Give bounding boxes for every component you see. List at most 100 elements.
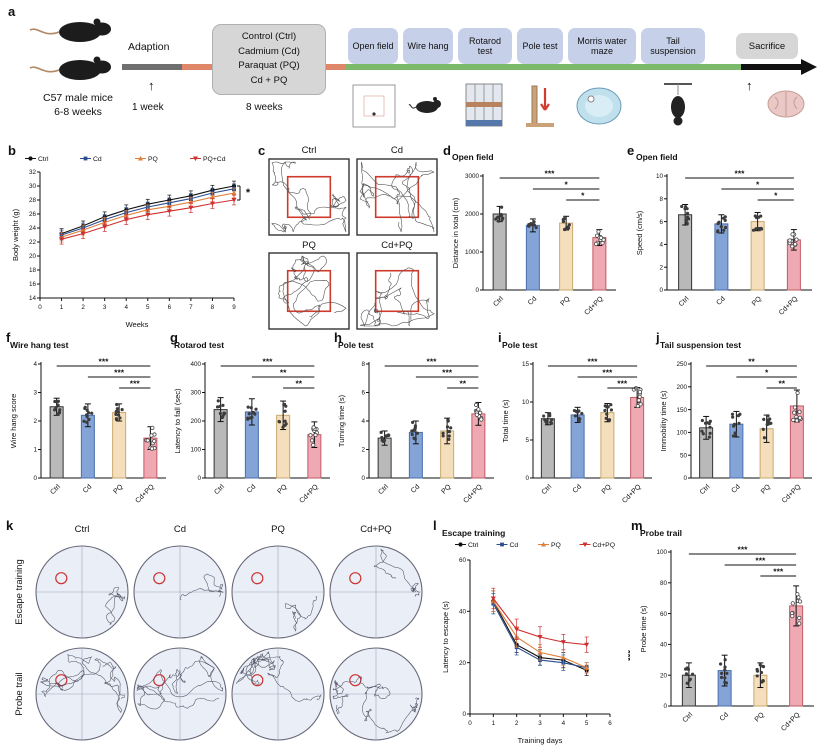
data-point	[575, 410, 579, 414]
svg-text:0: 0	[663, 703, 667, 710]
data-point	[758, 226, 763, 231]
track-path	[359, 267, 435, 328]
sig-label: ***	[617, 379, 628, 389]
svg-text:3: 3	[33, 390, 37, 397]
data-point	[152, 439, 157, 444]
svg-text:60: 60	[459, 557, 467, 564]
data-point	[700, 429, 704, 433]
data-point	[447, 429, 452, 434]
timeline-adaption-segment	[122, 64, 182, 70]
test-box-rotarod: Rotarod test	[458, 28, 512, 64]
svg-text:8: 8	[361, 361, 365, 368]
data-point	[379, 430, 383, 434]
bar	[600, 412, 615, 479]
x-tick-label: Ctrl	[678, 295, 691, 308]
legend-label: Cd	[93, 156, 102, 163]
sacrifice-box: Sacrifice	[736, 33, 798, 59]
data-point	[790, 601, 795, 606]
y-axis-title: Immobility time (s)	[659, 390, 668, 451]
test-box-label: Wire hang	[407, 40, 449, 51]
x-tick-label: Ctrl	[682, 711, 695, 724]
sig-label: *	[564, 180, 568, 190]
sig-label: **	[748, 357, 755, 367]
track-path	[40, 653, 125, 714]
chart-title: Pole test	[338, 340, 374, 350]
x-axis-title: Training days	[518, 736, 563, 745]
svg-text:200: 200	[676, 384, 687, 391]
x-tick-label: Ctrl	[541, 483, 554, 496]
data-point	[755, 674, 759, 678]
data-point	[54, 406, 58, 410]
svg-text:1000: 1000	[465, 249, 480, 256]
x-tick-label: PQ	[559, 295, 571, 307]
data-point	[723, 676, 727, 680]
svg-text:30: 30	[29, 183, 37, 190]
bar	[714, 223, 729, 291]
svg-text:2: 2	[33, 418, 37, 425]
mice-illustration	[29, 18, 111, 80]
openfield-distance-chart: Open field Distance in total (cm) 0 1000 200…	[451, 152, 616, 317]
x-tick-label: Cd+PQ	[780, 711, 802, 733]
data-point	[691, 672, 695, 676]
svg-text:6: 6	[659, 219, 663, 226]
data-point	[722, 228, 726, 232]
panel-label-e: e	[627, 143, 635, 158]
svg-text:18: 18	[29, 267, 37, 274]
legend-label: PQ	[148, 156, 158, 163]
data-point	[580, 411, 584, 416]
chart-title: Wire hang test	[10, 340, 69, 350]
svg-text:0: 0	[475, 287, 479, 294]
data-point	[594, 241, 599, 247]
bar	[112, 411, 127, 479]
data-point	[550, 418, 554, 422]
x-tick-label: Cd	[82, 483, 93, 494]
svg-text:300: 300	[190, 390, 201, 397]
svg-text:0: 0	[361, 475, 365, 482]
data-point	[221, 403, 225, 407]
data-point	[716, 230, 720, 234]
data-point	[56, 403, 60, 407]
data-point	[566, 225, 570, 229]
sig-label: ***	[738, 545, 749, 555]
legend-label: PQ	[551, 542, 561, 549]
bar	[559, 222, 574, 291]
x-tick-label: Cd	[527, 295, 538, 306]
y-axis-title: Body weight (g)	[11, 208, 20, 261]
sig-label: ***	[773, 567, 784, 577]
data-point	[604, 416, 608, 420]
data-point	[790, 613, 795, 619]
data-point	[685, 211, 690, 215]
svg-text:15: 15	[522, 361, 530, 368]
data-point	[723, 668, 727, 672]
pole-turning-time-chart: Pole test Turning time (s) 0 2 4 6 8 Ctrl Cd PQ Cd…	[337, 340, 494, 505]
x-tick-label: PQ	[751, 295, 763, 307]
data-point	[605, 405, 609, 409]
svg-text:0: 0	[38, 304, 42, 311]
y-axis-title: Probe time (s)	[639, 605, 648, 653]
svg-text:100: 100	[656, 549, 667, 556]
data-point	[578, 417, 582, 421]
data-point	[765, 422, 769, 427]
data-point	[795, 592, 800, 597]
group-line-cd: Cadmium (Cd)	[238, 45, 300, 57]
svg-text:5: 5	[525, 437, 529, 444]
svg-text:200: 200	[190, 418, 201, 425]
data-point	[283, 419, 287, 423]
panel-label-h: h	[334, 330, 342, 345]
data-point	[766, 414, 770, 418]
data-point	[607, 418, 612, 422]
data-point	[754, 227, 758, 231]
x-tick-label: Cd+PQ	[462, 483, 484, 505]
x-tick-label: PQ	[112, 483, 124, 495]
sig-label: *	[756, 180, 760, 190]
svg-text:6: 6	[361, 390, 365, 397]
data-point	[638, 402, 643, 407]
group-line-pq: Paraquat (PQ)	[238, 60, 300, 72]
data-point	[527, 224, 531, 228]
group-line-ctrl: Control (Ctrl)	[241, 31, 297, 42]
data-point	[723, 658, 727, 662]
data-point	[719, 662, 723, 666]
data-point	[478, 410, 483, 415]
svg-text:8: 8	[659, 196, 663, 203]
data-point	[603, 408, 607, 413]
